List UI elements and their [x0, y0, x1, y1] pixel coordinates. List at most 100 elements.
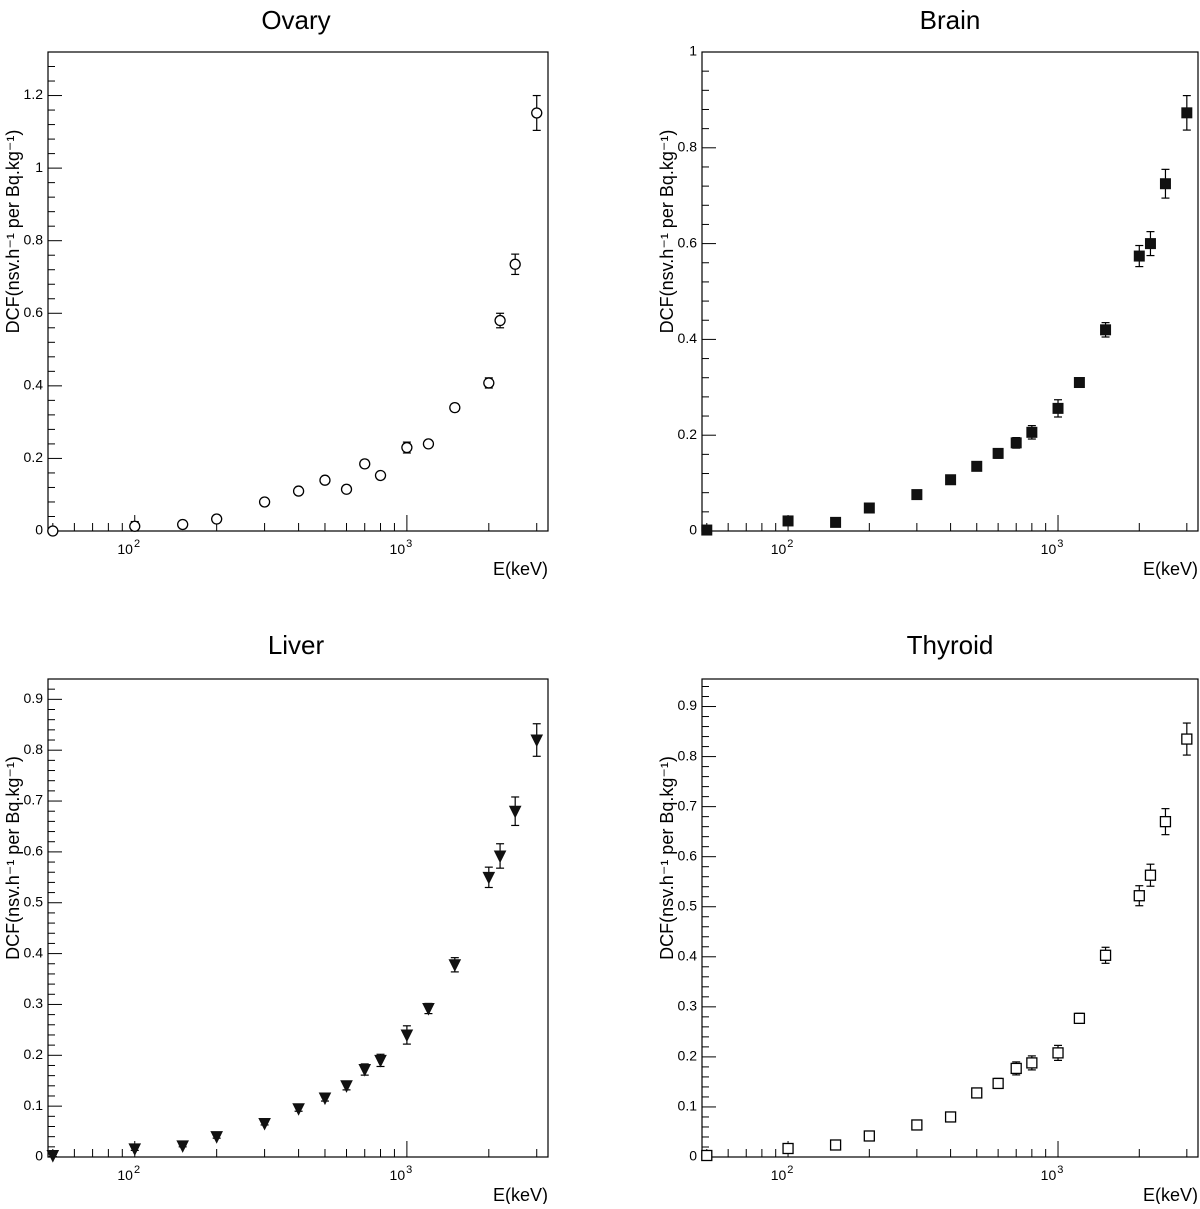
marker-filled-square — [1159, 178, 1171, 190]
chart-panel-liver: Liver 0 0.1 0.2 0.3 0.4 0.5 0.6 0.7 0.8 0.9 102 103 E… — [3, 630, 549, 1205]
marker-open-square — [1052, 1047, 1064, 1059]
marker-filled-triangle — [258, 1117, 271, 1131]
data-point — [1073, 377, 1085, 389]
chart-panel-brain: Brain 0 0.2 0.4 0.6 0.8 1 102 103 E(keV) DCF(nsv.h… — [657, 5, 1199, 579]
x-tick-exponent: 3 — [1057, 538, 1063, 550]
data-point — [292, 1103, 305, 1116]
data-point — [1100, 322, 1112, 338]
marker-filled-triangle — [493, 850, 507, 864]
data-point — [493, 843, 507, 869]
marker-filled-square — [1010, 437, 1022, 449]
data-point — [701, 1149, 713, 1162]
y-tick-label: 0.1 — [24, 1097, 44, 1113]
marker-filled-triangle — [128, 1143, 142, 1156]
data-point — [1026, 1055, 1038, 1071]
x-tick-exponent: 3 — [1057, 1164, 1063, 1176]
data-point — [374, 469, 387, 482]
marker-filled-triangle — [318, 1092, 332, 1106]
y-tick-label: 0.4 — [24, 377, 44, 393]
data-point — [292, 485, 305, 497]
marker-filled-triangle — [210, 1131, 223, 1144]
y-tick-label: 0.2 — [24, 449, 44, 465]
data-point — [971, 1087, 983, 1099]
data-point — [400, 1025, 414, 1045]
marker-open-square — [1073, 1012, 1086, 1025]
chart-panel-thyroid: Thyroid 0 0.1 0.2 0.3 0.4 0.5 0.6 0.7 0.8 0.9 102 10… — [657, 630, 1199, 1205]
marker-filled-square — [701, 524, 713, 536]
y-tick-label: 0.7 — [24, 792, 44, 808]
data-point — [830, 516, 842, 528]
y-tick-label: 0.3 — [24, 995, 44, 1011]
marker-open-circle — [211, 513, 223, 525]
y-tick-label: 0.7 — [678, 797, 698, 813]
marker-open-square — [1099, 949, 1112, 961]
y-tick-label: 1 — [689, 43, 697, 59]
x-axis-label: E(keV) — [493, 1185, 548, 1204]
y-tick-label: 0.6 — [678, 234, 698, 250]
chart-title: Brain — [920, 5, 981, 35]
marker-open-circle — [319, 474, 331, 486]
data-point — [1073, 1012, 1086, 1025]
x-tick-exponent: 2 — [787, 1164, 793, 1176]
data-point — [530, 723, 544, 757]
marker-open-square — [1159, 815, 1172, 828]
data-point — [494, 312, 506, 329]
marker-filled-square — [1133, 250, 1145, 262]
data-point — [782, 1142, 794, 1155]
data-point — [1026, 425, 1038, 440]
plot-frame — [47, 51, 549, 532]
data-point — [911, 1119, 923, 1131]
x-axis-label: E(keV) — [1143, 1185, 1198, 1204]
data-point — [448, 957, 462, 973]
marker-filled-triangle — [400, 1029, 414, 1043]
y-axis-label: DCF(nsv.h⁻¹ per Bq.kg⁻¹) — [3, 756, 23, 960]
chart-title: Liver — [268, 630, 325, 660]
marker-open-circle — [374, 469, 387, 482]
data-point — [1133, 885, 1145, 907]
x-tick-label: 102 — [771, 538, 794, 557]
y-tick-label: 0.1 — [678, 1098, 698, 1114]
marker-filled-triangle — [374, 1054, 387, 1068]
marker-open-circle — [177, 518, 189, 531]
data-point — [1133, 244, 1145, 268]
data-point — [1010, 436, 1022, 449]
marker-open-circle — [340, 483, 353, 495]
y-tick-label: 0.5 — [24, 893, 44, 909]
data-point — [422, 438, 435, 450]
x-tick-exponent: 2 — [134, 1164, 140, 1176]
marker-open-circle — [422, 438, 435, 450]
data-point — [129, 520, 141, 532]
marker-open-circle — [401, 441, 413, 454]
marker-filled-square — [1100, 324, 1112, 336]
y-tick-label: 0.2 — [678, 1048, 698, 1064]
marker-open-square — [944, 1111, 957, 1123]
data-point — [210, 1131, 223, 1144]
marker-filled-square — [945, 474, 957, 486]
data-point — [1144, 863, 1157, 887]
data-point — [374, 1053, 387, 1068]
data-point — [1052, 1044, 1064, 1061]
marker-open-square — [863, 1130, 875, 1142]
y-axis-label: DCF(nsv.h⁻¹ per Bq.kg⁻¹) — [657, 756, 677, 960]
data-point — [1181, 94, 1193, 131]
y-tick-label: 0.6 — [678, 847, 698, 863]
data-point — [258, 1117, 271, 1131]
marker-filled-triangle — [508, 805, 522, 819]
x-tick-label: 102 — [117, 538, 140, 557]
data-point — [483, 377, 495, 389]
y-tick-label: 0 — [689, 522, 697, 538]
data-point — [422, 1002, 435, 1016]
y-axis-label: DCF(nsv.h⁻¹ per Bq.kg⁻¹) — [657, 130, 677, 334]
data-point — [863, 502, 875, 514]
x-tick-exponent: 3 — [406, 1164, 412, 1176]
data-point — [1099, 946, 1112, 964]
marker-filled-square — [1052, 402, 1064, 414]
marker-open-circle — [292, 485, 305, 497]
data-point — [945, 474, 957, 486]
chart-title: Thyroid — [907, 630, 994, 660]
data-point — [782, 515, 794, 527]
data-point — [911, 489, 923, 501]
data-point — [258, 496, 271, 508]
